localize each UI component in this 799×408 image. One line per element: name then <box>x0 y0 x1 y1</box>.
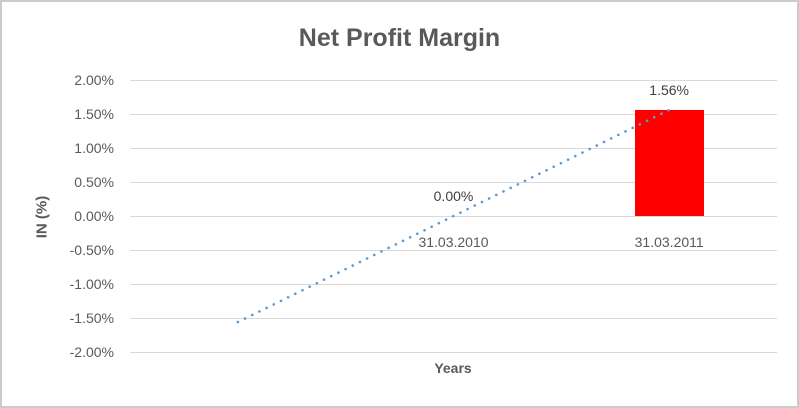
data-label: 0.00% <box>433 188 474 204</box>
chart-title[interactable]: Net Profit Margin <box>298 24 501 52</box>
y-tick-label: -1.00% <box>69 276 114 292</box>
gridline <box>130 250 777 251</box>
gridline <box>130 80 777 81</box>
gridline <box>130 284 777 285</box>
x-category-label: 31.03.2010 <box>418 234 489 250</box>
data-label: 1.56% <box>649 81 690 98</box>
x-axis-title: Years <box>434 360 472 376</box>
y-tick-label: 1.50% <box>74 106 114 122</box>
y-tick-label: -2.00% <box>69 344 114 360</box>
bar[interactable] <box>634 109 704 216</box>
gridline <box>130 182 777 183</box>
y-tick-label: 1.00% <box>74 140 114 156</box>
gridline <box>130 114 777 115</box>
x-category-label: 31.03.2011 <box>634 234 704 250</box>
gridline <box>130 148 777 149</box>
y-tick-label: 2.00% <box>74 72 114 88</box>
y-tick-label: 0.50% <box>74 174 114 190</box>
y-tick-label: -1.50% <box>69 310 114 326</box>
trendline[interactable] <box>236 108 671 324</box>
y-tick-label: 0.00% <box>74 208 114 224</box>
gridline <box>130 352 777 353</box>
gridline <box>130 318 777 319</box>
y-tick-label: -0.50% <box>69 242 114 258</box>
